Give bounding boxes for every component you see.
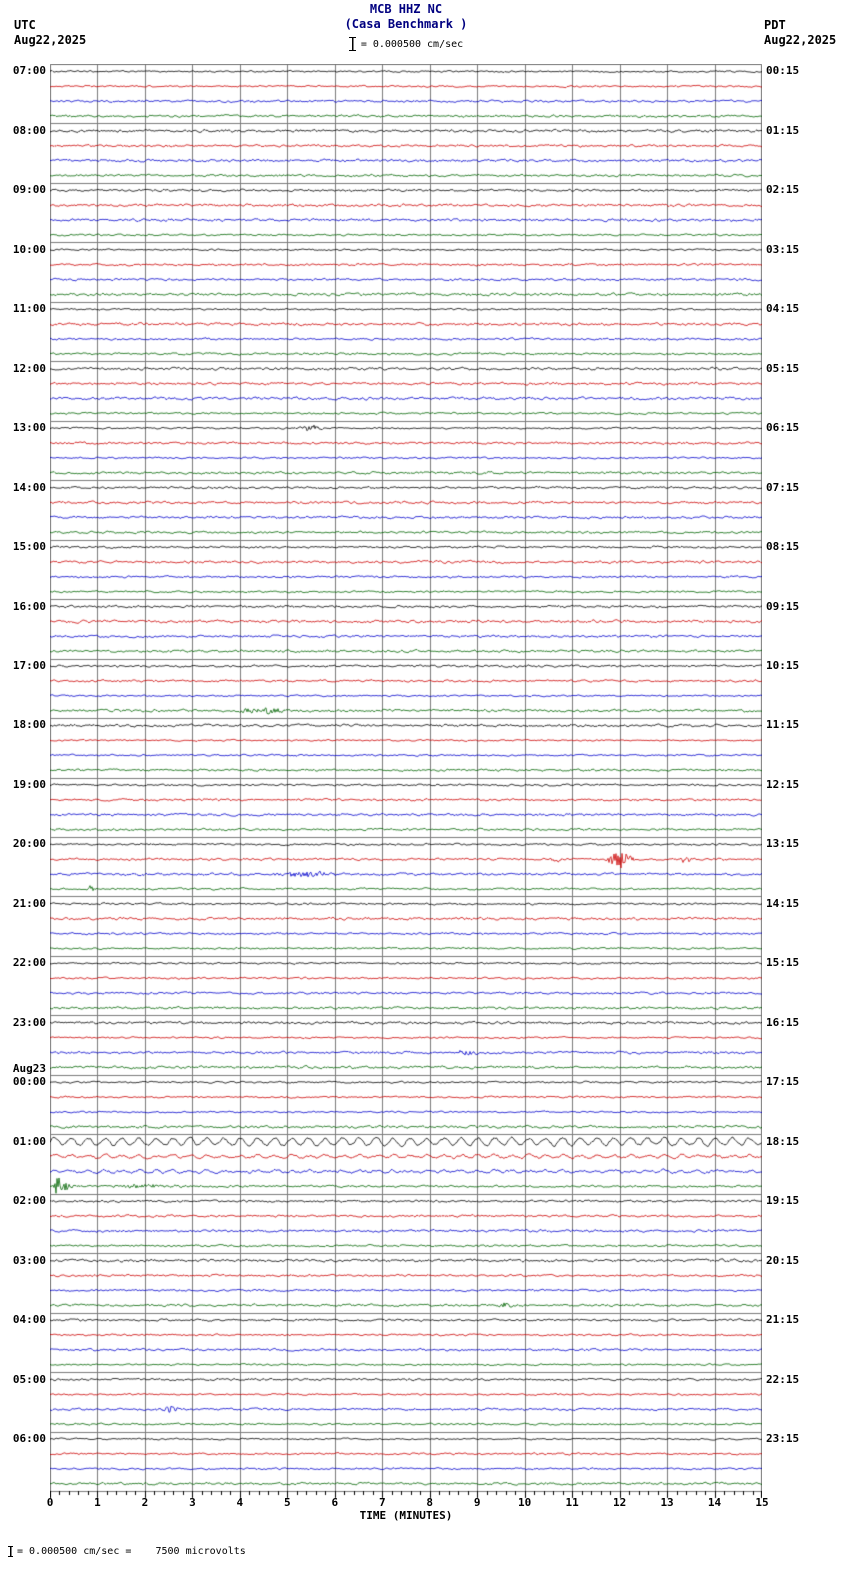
utc-hour-label: 08:00 [12,123,46,137]
pdt-hour-label: 01:15 [766,123,800,137]
utc-hour-label: 13:00 [12,421,46,435]
utc-hour-label: 02:00 [12,1194,46,1208]
station-location: (Casa Benchmark ) [344,17,468,31]
utc-hour-label: 11:00 [12,302,46,316]
x-axis-tick-label: 4 [236,1496,244,1509]
x-axis-tick-label: 8 [426,1496,434,1509]
utc-hour-label: 19:00 [12,777,46,791]
utc-hour-label: 03:00 [12,1253,46,1267]
pdt-hour-label: 18:15 [766,1134,800,1148]
utc-hour-label: 00:00 [12,1075,46,1089]
pdt-hour-label: 14:15 [766,896,800,910]
pdt-hour-label: 23:15 [766,1431,800,1445]
pdt-hour-label: 17:15 [766,1075,800,1089]
x-axis-tick-label: 2 [141,1496,149,1509]
pdt-hour-label: 00:15 [766,64,800,78]
x-axis-tick-label: 3 [189,1496,196,1509]
utc-hour-label: 20:00 [12,837,46,851]
scale-text: = 0.000500 cm/sec [360,39,464,50]
utc-hour-label: 17:00 [12,659,46,673]
pdt-hour-label: 21:15 [766,1313,800,1327]
date-left-label: Aug22,2025 [14,33,87,47]
pdt-hour-label: 09:15 [766,599,800,613]
utc-hour-label: 05:00 [12,1372,46,1386]
utc-hour-label: 18:00 [12,718,46,732]
x-axis-tick-label: 10 [518,1496,532,1509]
utc-hour-label: 15:00 [12,540,46,554]
utc-hour-label: 06:00 [12,1431,46,1445]
timezone-right-block: PDT Aug22,2025 [764,18,836,48]
utc-hour-label: 12:00 [12,361,46,375]
pdt-hour-label: 03:15 [766,242,800,256]
pdt-hour-label: 20:15 [766,1253,800,1267]
x-axis-tick-label: 9 [473,1496,481,1509]
x-axis-tick-label: 13 [660,1496,674,1509]
utc-hour-label: 10:00 [12,242,46,256]
calibration-footer: = 0.000500 cm/sec = 7500 microvolts [8,1546,246,1557]
scale-line: = 0.000500 cm/sec [50,37,762,51]
utc-day-rollover-label: Aug23 [12,1062,46,1076]
pdt-hour-label: 13:15 [766,837,800,851]
scale-bar-icon [348,37,356,51]
utc-hour-label: 14:00 [12,480,46,494]
x-axis-tick-label: 14 [707,1496,722,1509]
x-axis-tick-label: 15 [755,1496,769,1509]
utc-hour-label: 09:00 [12,183,46,197]
pdt-hour-label: 12:15 [766,777,800,791]
utc-hour-label: 16:00 [12,599,46,613]
pdt-hour-label: 10:15 [766,659,800,673]
x-axis-tick-label: 5 [284,1496,291,1509]
pdt-hour-label: 19:15 [766,1194,800,1208]
pdt-hour-label: 11:15 [766,718,800,732]
utc-hour-label: 23:00 [12,1015,46,1029]
pdt-hour-label: 08:15 [766,540,800,554]
pdt-hour-label: 22:15 [766,1372,800,1386]
pdt-hour-label: 06:15 [766,421,800,435]
calibration-bar-icon [8,1546,13,1557]
pdt-hour-label: 02:15 [766,183,800,197]
utc-hour-label: 04:00 [12,1313,46,1327]
seismogram-canvas [50,64,762,1501]
x-axis-tick-label: 12 [612,1496,627,1509]
pdt-hour-label: 15:15 [766,956,800,970]
calibration-text: = 0.000500 cm/sec = 7500 microvolts [17,1546,246,1557]
date-right-label: Aug22,2025 [764,33,837,47]
tz-left-label: UTC [14,18,36,32]
x-axis-tick-label: 7 [378,1496,386,1509]
pdt-hour-label: 16:15 [766,1015,800,1029]
station-title: MCB HHZ NC [369,2,443,16]
x-axis-title: TIME (MINUTES) [359,1509,453,1522]
utc-hour-label: 07:00 [12,64,46,78]
timezone-left-block: UTC Aug22,2025 [14,18,86,48]
pdt-hour-label: 05:15 [766,361,800,375]
pdt-hour-label: 04:15 [766,302,800,316]
x-axis-tick-label: 11 [565,1496,579,1509]
x-axis-tick-label: 6 [331,1496,339,1509]
x-axis-tick-label: 0 [46,1496,54,1509]
x-axis-tick-label: 1 [94,1496,101,1509]
utc-hour-label: 22:00 [12,956,46,970]
pdt-hour-label: 07:15 [766,480,800,494]
utc-hour-label: 01:00 [12,1134,46,1148]
tz-right-label: PDT [764,18,786,32]
utc-hour-label: 21:00 [12,896,46,910]
